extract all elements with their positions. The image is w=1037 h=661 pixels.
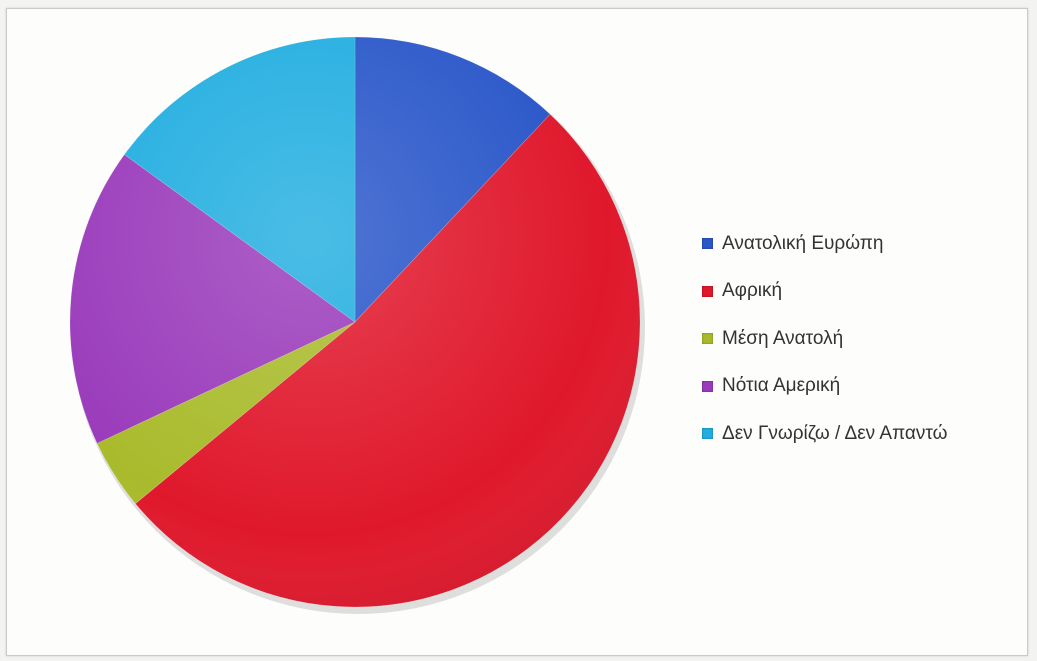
pie-gloss: [70, 37, 640, 607]
legend-swatch: [702, 285, 713, 297]
chart-legend: Ανατολική Ευρώπη Αφρική Μέση Ανατολή Νότ…: [702, 220, 947, 458]
legend-label: Αφρική: [722, 280, 783, 302]
legend-swatch: [702, 380, 713, 392]
legend-item-middle-east: Μέση Ανατολή: [702, 315, 947, 363]
legend-swatch: [702, 428, 713, 440]
legend-item-africa: Αφρική: [702, 268, 947, 316]
legend-label: Ανατολική Ευρώπη: [722, 232, 884, 254]
pie-slices: [69, 36, 645, 614]
legend-item-eastern-europe: Ανατολική Ευρώπη: [702, 220, 947, 268]
legend-label: Δεν Γνωρίζω / Δεν Απαντώ: [722, 422, 948, 444]
legend-label: Μέση Ανατολή: [722, 327, 844, 349]
legend-swatch: [702, 238, 713, 250]
legend-item-south-america: Νότια Αμερική: [702, 363, 947, 411]
legend-item-dont-know: Δεν Γνωρίζω / Δεν Απαντώ: [702, 410, 947, 458]
legend-swatch: [702, 333, 713, 345]
legend-label: Νότια Αμερική: [722, 375, 841, 397]
